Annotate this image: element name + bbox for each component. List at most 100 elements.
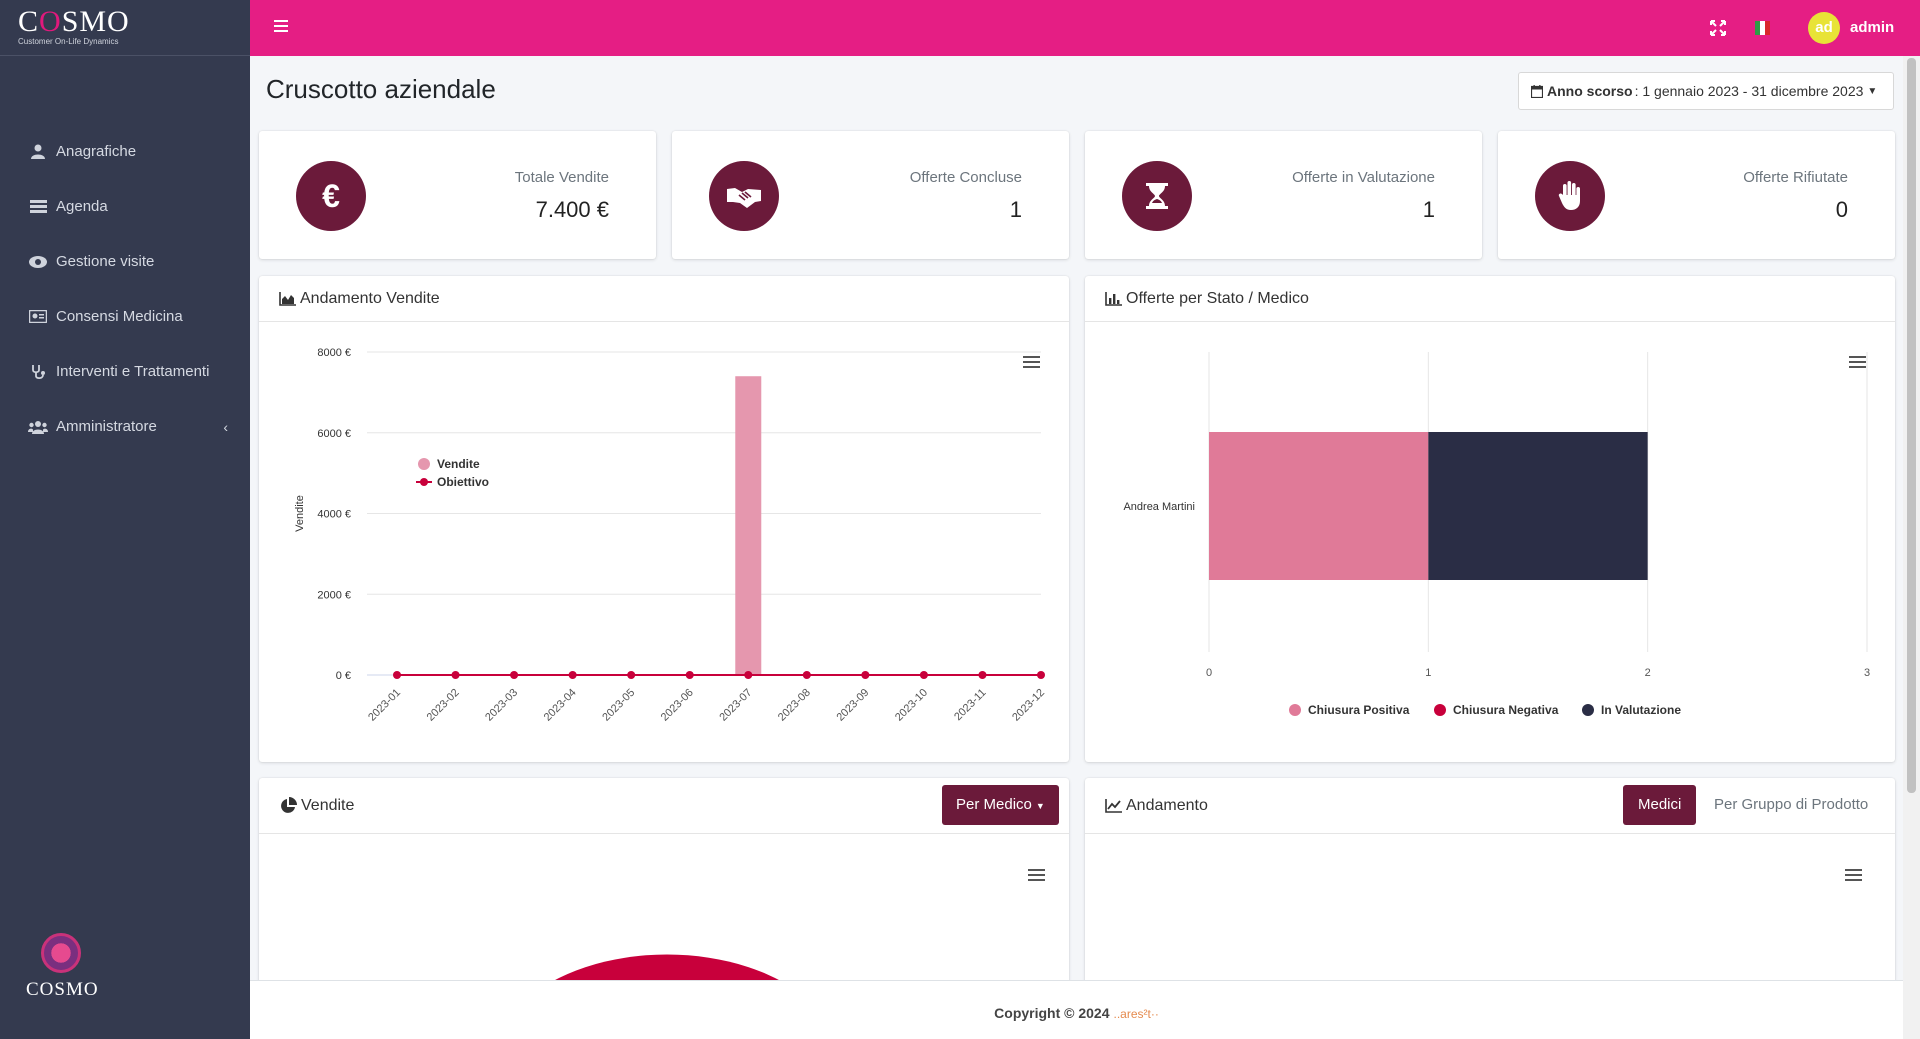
stat-card-totale-vendite: € Totale Vendite 7.400 € [259,131,656,259]
stat-label: Offerte in Valutazione [1292,169,1435,186]
users-icon [28,420,48,434]
bar-segment [1428,432,1648,580]
legend-label: Obiettivo [437,475,489,489]
id-card-icon [28,310,48,323]
avatar[interactable]: ad [1808,12,1840,44]
sales-trend-chart: 0 € 2000 € 4000 € 6000 € 8000 € Vendite 2023-0… [294,347,1047,724]
legend-label: Vendite [437,457,480,471]
fullscreen-icon[interactable] [1710,20,1726,36]
chart-menu-icon[interactable] [1849,356,1866,371]
line-chart-icon [1105,798,1122,813]
sidebar-item-label: Amministratore [56,418,157,435]
list-icon [28,200,48,213]
page-scrollbar[interactable] [1903,56,1920,1039]
x-tick-label: 2023-06 [659,687,696,724]
legend-marker-vendite [418,458,430,470]
pie-chart-icon [279,796,297,815]
company-logo[interactable]: ..ares²t·· [1113,1007,1159,1021]
brand-subtitle: Customer On-Life Dynamics [18,37,119,46]
panel-vendite: Vendite Per Medico ▼ [259,778,1069,998]
range-label: Anno scorso [1547,83,1633,99]
sidebar-item-consensi-medicina[interactable]: Consensi Medicina [0,289,250,344]
point-obiettivo [744,671,753,679]
footer: Copyright © 2024 ..ares²t·· [250,980,1903,1039]
stat-value: 7.400 € [535,197,609,222]
y-tick-label: 6000 € [317,428,351,440]
x-tick-label: 2023-08 [776,687,813,724]
x-tick-label: 2023-10 [893,687,930,724]
chevron-left-icon: ‹ [223,418,228,435]
user-icon [28,144,48,159]
point-obiettivo [451,671,460,679]
y-axis-label: Vendite [294,495,306,532]
x-tick-label: 2023-03 [483,687,520,724]
sidebar-item-anagrafiche[interactable]: Anagrafiche [0,124,250,179]
point-obiettivo [685,671,694,679]
y-tick-label: 0 € [336,670,351,682]
x-tick-label: 2023-04 [542,687,579,724]
brand-logo[interactable]: COSMO Customer On-Life Dynamics [0,0,250,56]
sidebar-item-label: Consensi Medicina [56,308,183,325]
stat-value: 1 [1009,197,1022,222]
legend-label: In Valutazione [1601,703,1681,717]
date-range-picker[interactable]: Anno scorso : 1 gennaio 2023 - 31 dicemb… [1518,72,1894,110]
bar-chart-icon [1105,291,1122,306]
footer-logo-text: COSMO [26,979,99,1000]
stat-card-offerte-valutazione: Offerte in Valutazione 1 [1085,131,1482,259]
bar-vendite [735,376,762,675]
range-value: : 1 gennaio 2023 - 31 dicembre 2023 [1634,83,1864,99]
x-tick-label: 2023-07 [717,687,754,724]
point-obiettivo [978,671,987,679]
point-obiettivo [861,671,870,679]
chart-menu-icon[interactable] [1845,869,1862,884]
hamburger-menu-icon[interactable] [274,20,288,35]
copyright-text: Copyright © 2024 [994,1005,1110,1021]
page-title: Cruscotto aziendale [266,74,496,104]
y-tick-label: 8000 € [317,347,351,359]
handshake-icon [709,161,779,231]
panel-header: Andamento Vendite [259,276,1069,322]
point-obiettivo [510,671,519,679]
legend-label: Chiusura Negativa [1453,703,1559,717]
stat-card-offerte-rifiutate: Offerte Rifiutate 0 [1498,131,1895,259]
sidebar: COSMO Customer On-Life Dynamics Anagrafi… [0,0,250,1039]
y-tick-label: 4000 € [317,509,351,521]
panel-title: Offerte per Stato / Medico [1126,289,1309,307]
sidebar-item-agenda[interactable]: Agenda [0,179,250,234]
legend-marker [1434,704,1446,716]
sidebar-item-label: Agenda [56,198,108,215]
tab-medici[interactable]: Medici [1623,785,1697,825]
panel-title: Andamento [1126,796,1208,814]
panel-offerte-stato-medico: Offerte per Stato / Medico 0 1 2 3 Andrea Ma… [1085,276,1895,762]
hourglass-icon [1122,161,1192,231]
point-obiettivo [1037,671,1045,679]
point-obiettivo [568,671,577,679]
legend-marker [1289,704,1301,716]
per-medico-dropdown[interactable]: Per Medico ▼ [942,785,1059,825]
eye-icon [28,255,48,268]
sidebar-item-label: Gestione visite [56,253,155,270]
point-obiettivo [393,671,401,679]
user-name[interactable]: admin [1850,19,1895,36]
calendar-icon [1531,84,1543,98]
y-tick-label: Andrea Martini [1123,501,1195,513]
area-chart-icon [279,291,296,306]
panel-title: Vendite [301,796,355,814]
panel-andamento-vendite: Andamento Vendite 0 € 2000 € 4000 € 6000 € 8… [259,276,1069,762]
sidebar-item-amministratore[interactable]: Amministratore ‹ [0,399,250,454]
stethoscope-icon [28,364,48,380]
italian-flag-icon[interactable] [1755,21,1770,35]
hand-stop-icon [1535,161,1605,231]
tab-per-gruppo-prodotto[interactable]: Per Gruppo di Prodotto [1714,796,1869,813]
euro-icon: € [296,161,366,231]
chart-menu-icon[interactable] [1023,356,1040,371]
sidebar-item-gestione-visite[interactable]: Gestione visite [0,234,250,289]
offers-by-status-chart: 0 1 2 3 Andrea Martini Chiusura Positiva Chius… [1123,352,1870,717]
sidebar-item-interventi-trattamenti[interactable]: Interventi e Trattamenti [0,344,250,399]
scrollbar-thumb[interactable] [1907,58,1916,793]
stat-label: Offerte Rifiutate [1743,169,1848,186]
topbar: ad admin [250,0,1920,56]
panel-header: Andamento [1085,778,1895,834]
chart-menu-icon[interactable] [1028,869,1045,884]
sidebar-item-label: Anagrafiche [56,143,137,160]
